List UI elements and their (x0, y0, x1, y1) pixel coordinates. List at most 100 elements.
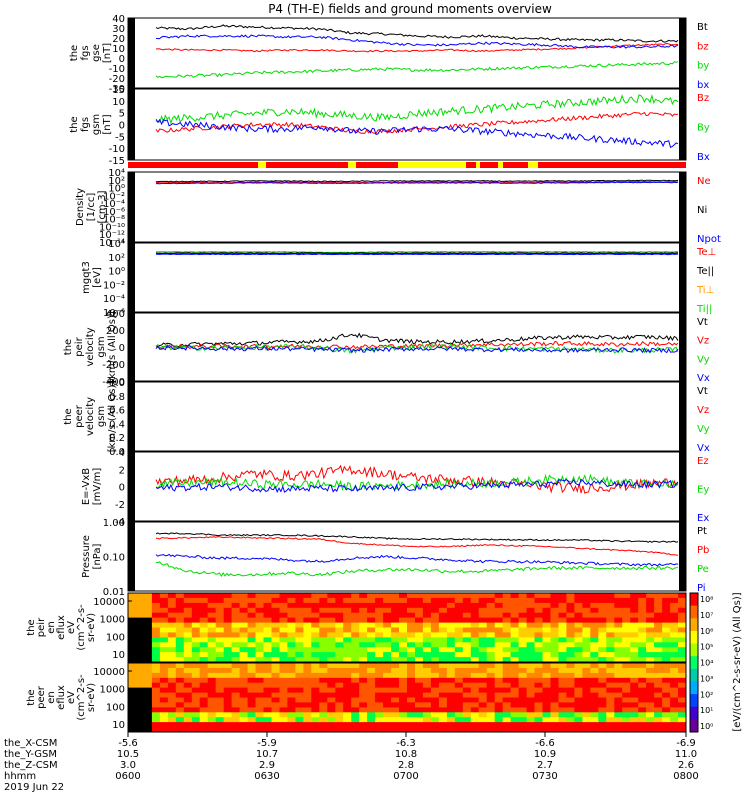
spectrogram-cell (542, 667, 551, 674)
spectrogram-cell (143, 717, 153, 723)
colorbar-tick-label: 10⁶ (700, 627, 713, 636)
spectrogram-cell (375, 707, 384, 713)
spectrogram-cell (247, 617, 257, 623)
y-axis-label: sr-eV) (86, 683, 97, 712)
spectrogram-cell (478, 607, 488, 614)
y-axis-label: peir (74, 336, 85, 356)
spectrogram-cell (550, 722, 559, 728)
x-row-label: the_Z-CSM (4, 760, 58, 771)
data-gap-right (679, 382, 686, 451)
spectrogram-cell (231, 612, 241, 619)
spectrogram-cell (287, 602, 296, 609)
spectrogram-cell (143, 602, 153, 609)
spectrogram-cell (239, 717, 249, 723)
spectrogram-cell (486, 667, 496, 674)
spectrogram-cell (670, 657, 679, 663)
spectrogram-cell (670, 687, 679, 693)
spectrogram-cell (407, 647, 416, 653)
spectrogram-cell (486, 702, 496, 708)
panel-frame (127, 592, 687, 663)
spectrogram-cell (454, 712, 464, 718)
spectrogram-cell (422, 677, 432, 684)
spectrogram-cell (399, 717, 408, 723)
spectrogram-cell (518, 642, 528, 648)
spectrogram-cell (582, 607, 591, 614)
spectrogram-cell (239, 647, 249, 653)
x-date-label: 2019 Jun 22 (4, 782, 64, 793)
spectrogram-cell (558, 697, 567, 703)
spectrogram-cell (159, 722, 169, 728)
spectrogram-cell (271, 597, 280, 604)
spectrogram-cell (327, 627, 336, 633)
spectrogram-cell (574, 677, 583, 684)
spectrogram-cell (415, 652, 424, 658)
y-axis-label: [km/s (All Qs)] (107, 381, 118, 453)
spectrogram-cell (319, 717, 328, 723)
spectrogram-cell (558, 632, 567, 638)
spectrogram-cell (231, 637, 241, 643)
spectrogram-cell (662, 627, 671, 633)
spectrogram-cell (255, 632, 264, 638)
spectrogram-cell (614, 682, 623, 689)
spectrogram-cell (383, 672, 392, 679)
spectrogram-cell (590, 647, 599, 653)
spectrogram-cell (518, 692, 528, 698)
spectrogram-cell (614, 692, 623, 698)
spectrogram-cell (327, 652, 336, 658)
spectrogram-cell (319, 722, 328, 728)
spectrogram-cell (183, 657, 193, 663)
spectrogram-cell (175, 712, 185, 718)
spectrogram-cell (383, 652, 392, 658)
spectrogram-cell (128, 687, 137, 693)
spectrogram-cell (446, 617, 456, 623)
y-axis-label: [nPa] (92, 543, 103, 569)
spectrogram-cell (454, 707, 464, 713)
spectrogram-cell (446, 722, 456, 728)
spectrogram-cell (526, 697, 536, 703)
spectrogram-cell (574, 642, 583, 648)
spectrogram-cell (136, 637, 145, 643)
spectrogram-cell (534, 647, 543, 653)
spectrogram-cell (183, 727, 193, 733)
spectrogram-cell (231, 722, 241, 728)
spectrogram-cell (359, 663, 368, 669)
spectrogram-cell (542, 602, 551, 609)
spectrogram-cell (438, 597, 448, 604)
spectrogram-cell (670, 602, 679, 609)
spectrogram-cell (335, 627, 344, 633)
spectrogram-cell (383, 707, 392, 713)
spectrogram-cell (303, 647, 312, 653)
spectrogram-cell (430, 657, 440, 663)
spectrogram-cell (391, 687, 400, 693)
spectrogram-cell (287, 652, 296, 658)
y-tick-label: 15 (112, 85, 125, 96)
spectrogram-cell (199, 597, 209, 604)
spectrogram-cell (542, 687, 551, 693)
spectrogram-cell (239, 607, 249, 614)
spectrogram-cell (415, 677, 424, 684)
spectrogram-cell (359, 697, 368, 703)
x-tick-value: 10.5 (117, 749, 139, 760)
spectrogram-cell (279, 612, 288, 619)
spectrogram-cell (327, 593, 336, 599)
spectrogram-cell (430, 602, 440, 609)
spectrogram-cell (598, 652, 607, 658)
spectrogram-cell (582, 663, 591, 669)
spectrogram-cell (494, 632, 504, 638)
spectrogram-cell (151, 593, 161, 599)
spectrogram-cell (151, 697, 161, 703)
spectrogram-cell (582, 697, 591, 703)
spectrogram-cell (231, 627, 241, 633)
spectrogram-cell (399, 597, 408, 604)
spectrogram-cell (558, 647, 567, 653)
spectrogram-cell (678, 682, 687, 689)
spectrogram-cell (606, 602, 615, 609)
spectrogram-cell (518, 602, 528, 609)
spectrogram-cell (391, 682, 400, 689)
spectrogram-cell (295, 607, 304, 614)
spectrogram-cell (215, 652, 225, 658)
spectrogram-cell (415, 637, 424, 643)
spectrogram-cell (486, 727, 496, 733)
spectrogram-cell (367, 632, 376, 638)
